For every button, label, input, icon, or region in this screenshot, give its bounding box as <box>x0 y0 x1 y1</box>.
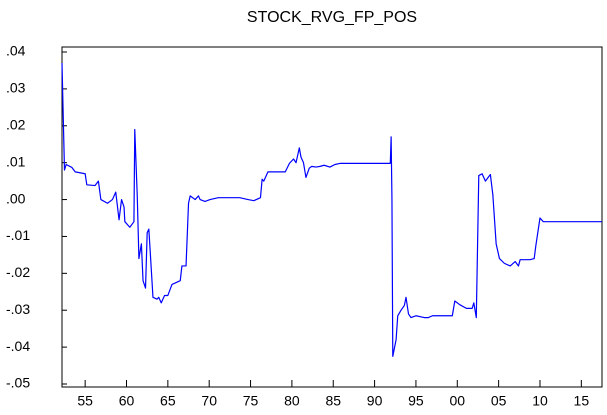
y-tick-label: .00 <box>6 190 26 206</box>
y-tick-label: .03 <box>6 80 26 96</box>
y-tick-label: .02 <box>6 116 26 132</box>
x-tick-label: 10 <box>532 393 548 409</box>
y-tick-label: .01 <box>6 153 26 169</box>
x-tick-label: 65 <box>160 393 176 409</box>
x-tick-label: 60 <box>119 393 135 409</box>
x-tick-label: 85 <box>325 393 341 409</box>
y-tick-label: -.05 <box>6 375 30 391</box>
x-tick-label: 70 <box>201 393 217 409</box>
x-tick-label: 55 <box>77 393 93 409</box>
x-tick-label: 05 <box>491 393 507 409</box>
y-tick-label: .04 <box>6 43 26 59</box>
plot-frame <box>61 46 603 388</box>
x-tick-label: 80 <box>284 393 300 409</box>
x-tick-label: 00 <box>449 393 465 409</box>
y-tick-label: -.04 <box>6 338 30 354</box>
x-tick-label: 90 <box>367 393 383 409</box>
x-tick-label: 95 <box>408 393 424 409</box>
chart-title: STOCK_RVG_FP_POS <box>247 9 417 26</box>
y-tick-label: -.03 <box>6 301 30 317</box>
x-tick-label: 15 <box>574 393 590 409</box>
x-tick-label: 75 <box>243 393 259 409</box>
y-tick-label: -.01 <box>6 227 30 243</box>
y-tick-label: -.02 <box>6 264 30 280</box>
data-line <box>61 63 602 357</box>
